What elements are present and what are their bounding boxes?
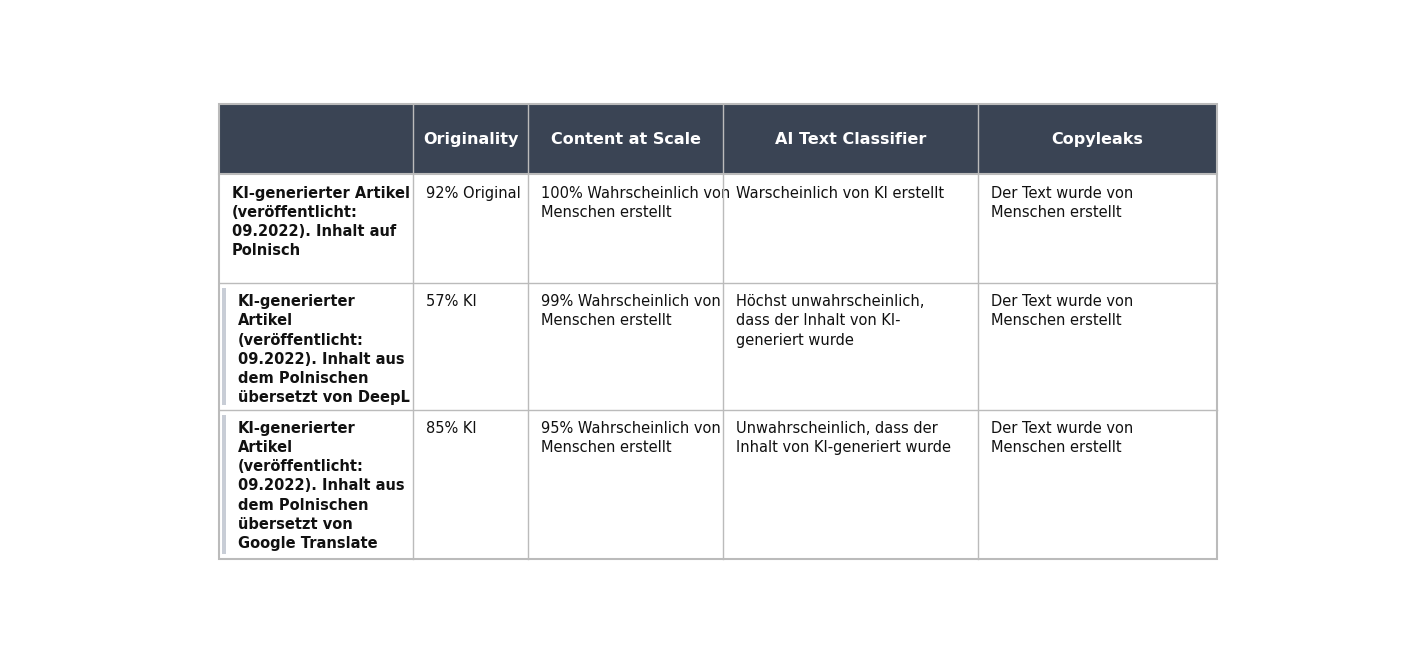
Text: KI-generierter
Artikel
(veröffentlicht:
09.2022). Inhalt aus
dem Polnischen
über: KI-generierter Artikel (veröffentlicht: … (238, 294, 410, 405)
Bar (221, 415, 226, 554)
Text: Copyleaks: Copyleaks (1052, 132, 1143, 147)
Text: 92% Original: 92% Original (426, 186, 521, 201)
Bar (219, 174, 1217, 283)
Bar (221, 288, 226, 405)
Bar (219, 410, 1217, 558)
Bar (219, 283, 1217, 410)
Text: Warscheinlich von KI erstellt: Warscheinlich von KI erstellt (736, 186, 944, 201)
Text: 57% KI: 57% KI (426, 294, 478, 309)
Text: Content at Scale: Content at Scale (551, 132, 700, 147)
Text: KI-generierter
Artikel
(veröffentlicht:
09.2022). Inhalt aus
dem Polnischen
über: KI-generierter Artikel (veröffentlicht: … (238, 421, 405, 551)
Text: Der Text wurde von
Menschen erstellt: Der Text wurde von Menschen erstellt (991, 421, 1133, 455)
Text: 95% Wahrscheinlich von
Menschen erstellt: 95% Wahrscheinlich von Menschen erstellt (541, 421, 722, 455)
Text: Der Text wurde von
Menschen erstellt: Der Text wurde von Menschen erstellt (991, 186, 1133, 220)
Text: Höchst unwahrscheinlich,
dass der Inhalt von KI-
generiert wurde: Höchst unwahrscheinlich, dass der Inhalt… (736, 294, 925, 348)
Text: 100% Wahrscheinlich von
Menschen erstellt: 100% Wahrscheinlich von Menschen erstell… (541, 186, 730, 220)
Text: 85% KI: 85% KI (426, 421, 476, 436)
Text: KI-generierter Artikel
(veröffentlicht:
09.2022). Inhalt auf
Polnisch: KI-generierter Artikel (veröffentlicht: … (231, 186, 409, 258)
Text: Originality: Originality (423, 132, 518, 147)
Text: Der Text wurde von
Menschen erstellt: Der Text wurde von Menschen erstellt (991, 294, 1133, 329)
Text: Unwahrscheinlich, dass der
Inhalt von KI-generiert wurde: Unwahrscheinlich, dass der Inhalt von KI… (736, 421, 951, 455)
Text: AI Text Classifier: AI Text Classifier (775, 132, 926, 147)
Text: 99% Wahrscheinlich von
Menschen erstellt: 99% Wahrscheinlich von Menschen erstellt (541, 294, 722, 329)
Bar (219, 104, 1217, 174)
